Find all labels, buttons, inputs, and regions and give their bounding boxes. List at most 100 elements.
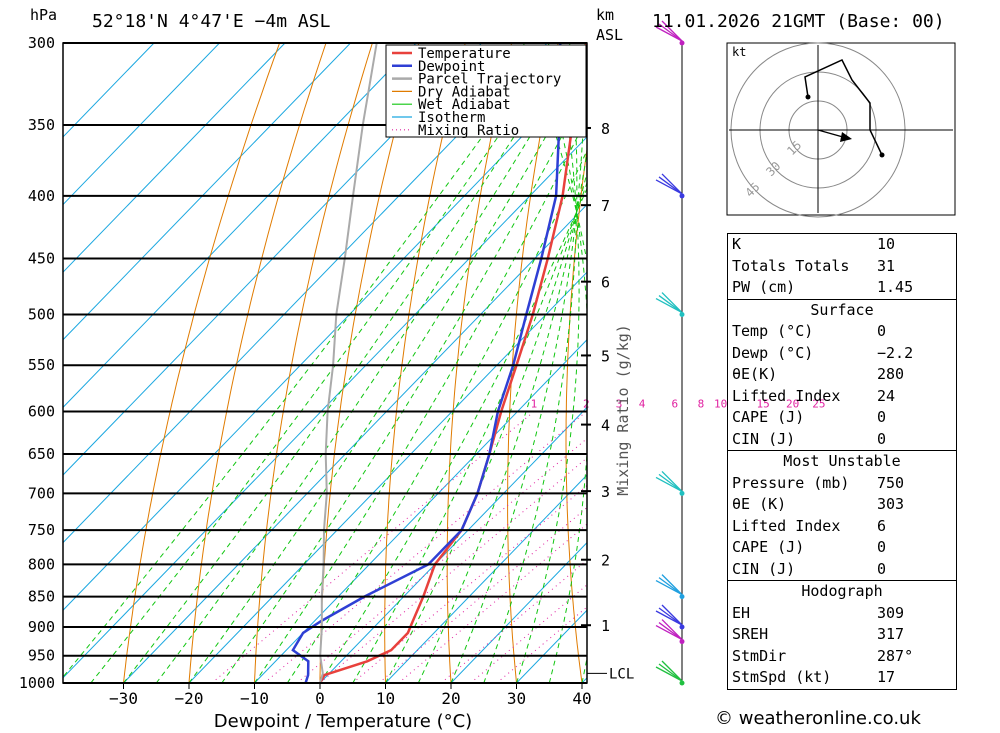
mixing-ratio-line (296, 437, 587, 683)
isotherm-line (254, 339, 587, 683)
wind-barb (661, 173, 683, 195)
km-tick-label: 7 (601, 197, 610, 215)
legend-entry: Temperature (418, 46, 511, 62)
wind-barb (661, 470, 683, 492)
index-label: Temp (°C) (732, 322, 814, 340)
km-tick-label: 2 (601, 552, 610, 570)
wind-barb (661, 660, 683, 682)
index-row: StmDir 287° (728, 646, 956, 668)
x-axis-label: Dewpoint / Temperature (°C) (214, 711, 472, 732)
index-value: 1.45 (877, 278, 914, 296)
index-value: 750 (877, 473, 905, 492)
mixing-ratio-line (378, 506, 587, 683)
isotherm-line (63, 43, 417, 409)
index-row: EH 309 (728, 603, 956, 625)
mixing-ratio-axis-label: Mixing Ratio (g/kg) (614, 324, 632, 496)
dry-adiabat-line (384, 43, 466, 683)
wet-adiabat-line (155, 43, 587, 683)
isotherm-line (63, 43, 351, 341)
isotherm-line (188, 271, 587, 683)
km-tick-label: 4 (601, 417, 610, 435)
wind-barb (658, 577, 683, 596)
pressure-tick-label: 850 (28, 588, 55, 606)
km-tick-label: 6 (601, 274, 610, 292)
pressure-tick-label: 950 (28, 647, 55, 665)
index-row: Lifted Index 24 (728, 386, 956, 408)
legend-entry: Dewpoint (418, 59, 485, 75)
isotherm-line (63, 43, 220, 206)
mixing-ratio-label: 3 (616, 397, 623, 410)
index-row: CAPE (J) 0 (728, 537, 956, 559)
index-row: CIN (J) 0 (728, 429, 956, 451)
dry-adiabat-line (319, 43, 420, 683)
pressure-tick-label: 550 (28, 356, 55, 374)
index-row: CIN (J) 0 (728, 559, 956, 581)
index-value: 0 (877, 322, 887, 340)
index-row: SREH 317 (728, 624, 956, 646)
pressure-tick-label: 800 (28, 555, 55, 573)
index-row: Totals Totals 31 (728, 256, 956, 278)
wet-adiabat-line (123, 43, 575, 683)
wind-barb (658, 607, 683, 626)
index-value: 17 (877, 668, 896, 686)
series-parcel-trajectory (319, 43, 378, 683)
index-row: Lifted Index 6 (728, 516, 956, 538)
series-dewpoint (291, 43, 562, 683)
wind-level-dot (679, 594, 685, 600)
index-label: StmSpd (kt) (732, 668, 832, 686)
index-value: 0 (877, 559, 887, 578)
pressure-tick-label: 1000 (19, 674, 55, 692)
isotherm-line (450, 541, 587, 683)
pressure-tick-label: 350 (28, 116, 55, 134)
dry-adiabat-line (123, 43, 281, 683)
wind-barb (655, 26, 683, 42)
x-tick-label: 10 (376, 689, 395, 708)
pressure-tick-label: 600 (28, 402, 55, 420)
legend-entry: Dry Adiabat (418, 84, 511, 100)
asl-unit-label: ASL (596, 26, 624, 44)
pressure-tick-label: 400 (28, 187, 55, 205)
index-label: Totals Totals (732, 256, 850, 275)
index-label: CAPE (J) (732, 408, 805, 426)
index-row: Pressure (mb) 750 (728, 473, 956, 495)
wind-barb (658, 663, 683, 682)
indices-table: K 10 Totals Totals 31 PW (cm) 1.45 Surface Te… (727, 233, 957, 690)
index-label: K (732, 235, 742, 253)
station-location: 52°18'N 4°47'E −4m ASL (92, 11, 331, 32)
wind-level-dot (679, 490, 685, 496)
mixing-ratio-line (398, 523, 587, 683)
wet-adiabat-line (63, 43, 551, 678)
pressure-tick-label: 500 (28, 306, 55, 324)
index-row: StmSpd (kt) 17 (728, 667, 956, 689)
pressure-tick-label: 900 (28, 618, 55, 636)
isotherm-line (63, 43, 548, 544)
index-label: Lifted Index (732, 516, 841, 535)
index-row: θE (K) 303 (728, 494, 956, 516)
x-tick-label: 30 (507, 689, 526, 708)
wind-level-dot (679, 624, 685, 630)
index-label: PW (cm) (732, 278, 796, 296)
mixing-ratio-label: 4 (639, 397, 646, 410)
legend-entry: Wet Adiabat (418, 97, 511, 113)
wind-barb (661, 292, 683, 314)
wind-level-dot (679, 193, 685, 199)
mixing-ratio-line (211, 411, 535, 683)
wind-barb (655, 580, 683, 596)
copyright-notice: © weatheronline.co.uk (715, 708, 921, 729)
x-tick-label: −20 (175, 689, 204, 708)
x-tick-label: −30 (109, 689, 138, 708)
x-tick-label: 40 (572, 689, 591, 708)
isotherm-line (123, 203, 587, 683)
dry-adiabat-line (976, 43, 1000, 683)
wet-adiabat-line (221, 87, 587, 683)
isotherm-line (63, 43, 286, 273)
wind-barb (655, 297, 683, 314)
wind-barb (658, 176, 683, 195)
index-value: 303 (877, 495, 905, 513)
isotherm-line (63, 136, 587, 679)
km-tick-label: 3 (601, 483, 610, 501)
index-row: K 10 (728, 234, 956, 256)
x-tick-label: −10 (240, 689, 269, 708)
mixing-ratio-label: 10 (714, 397, 727, 410)
wind-barb (658, 23, 683, 42)
